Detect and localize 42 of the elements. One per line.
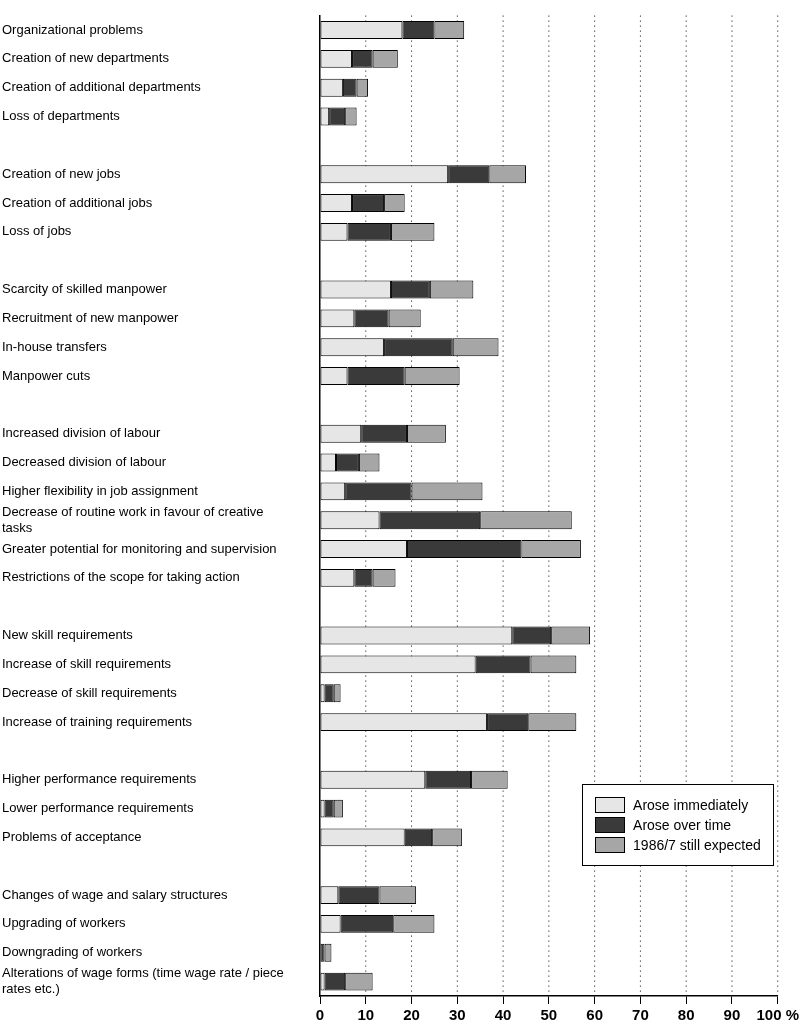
y-tick-label: Upgrading of workers — [2, 915, 127, 931]
x-tick-label: 20 — [403, 1006, 420, 1024]
y-tick-label: Problems of acceptance — [2, 828, 142, 844]
x-tick-label: 80 — [677, 1006, 695, 1024]
y-tick-label: Creation of additional jobs — [2, 194, 153, 210]
x-tick-label: 50 — [540, 1006, 558, 1024]
y-tick-label: Increase of training requirements — [2, 713, 193, 729]
y-tick-label: Increased division of labour — [2, 425, 161, 441]
y-tick-label: Higher performance requirements — [2, 771, 197, 787]
y-tick-label: Changes of wage and salary structures — [2, 886, 228, 902]
y-tick-label: Loss of departments — [2, 108, 121, 124]
x-tick-label: 100 % — [756, 1006, 800, 1024]
x-tick-label: 70 — [632, 1006, 649, 1024]
y-tick-label: Scarcity of skilled manpower — [2, 281, 168, 297]
y-tick-label: New skill requirements — [2, 627, 134, 643]
y-tick-label: Loss of jobs — [2, 223, 72, 239]
legend-label: Arose over time — [633, 817, 732, 833]
y-tick-label: Creation of new jobs — [2, 165, 122, 181]
y-tick-label: Higher flexibility in job assignment — [2, 482, 199, 498]
legend-label: Arose immediately — [633, 797, 749, 813]
y-tick-label: Creation of new departments — [2, 50, 170, 66]
y-tick-label: Manpower cuts — [2, 367, 91, 383]
y-tick-label: Decreased division of labour — [2, 454, 167, 470]
legend-label: 1986/7 still expected — [633, 837, 761, 853]
y-tick-label: Creation of additional departments — [2, 79, 202, 95]
y-tick-label: Lower performance requirements — [2, 800, 194, 816]
y-tick-label: Alterations of wage forms (time wage rate / piece rates etc.) — [2, 965, 284, 996]
x-tick-label: 30 — [448, 1006, 466, 1024]
y-tick-label: Restrictions of the scope for taking action — [2, 569, 240, 585]
x-tick-label: 10 — [357, 1006, 375, 1024]
x-tick-label: 60 — [586, 1006, 603, 1024]
y-tick-label: Greater potential for monitoring and supervision — [2, 540, 277, 556]
x-tick-label: 0 — [315, 1006, 325, 1024]
y-tick-label: Increase of skill requirements — [2, 655, 172, 671]
y-tick-label: Organizational problems — [2, 21, 144, 37]
x-tick-label: 90 — [723, 1006, 741, 1024]
y-tick-label: Downgrading of workers — [2, 944, 143, 960]
y-tick-label: Recruitment of new manpower — [2, 309, 179, 325]
y-tick-label: In-house transfers — [2, 338, 108, 354]
x-tick-label: 40 — [494, 1006, 512, 1024]
y-tick-label: Decrease of routine work in favour of creative tasks — [2, 504, 264, 535]
y-tick-label: Decrease of skill requirements — [2, 684, 178, 700]
